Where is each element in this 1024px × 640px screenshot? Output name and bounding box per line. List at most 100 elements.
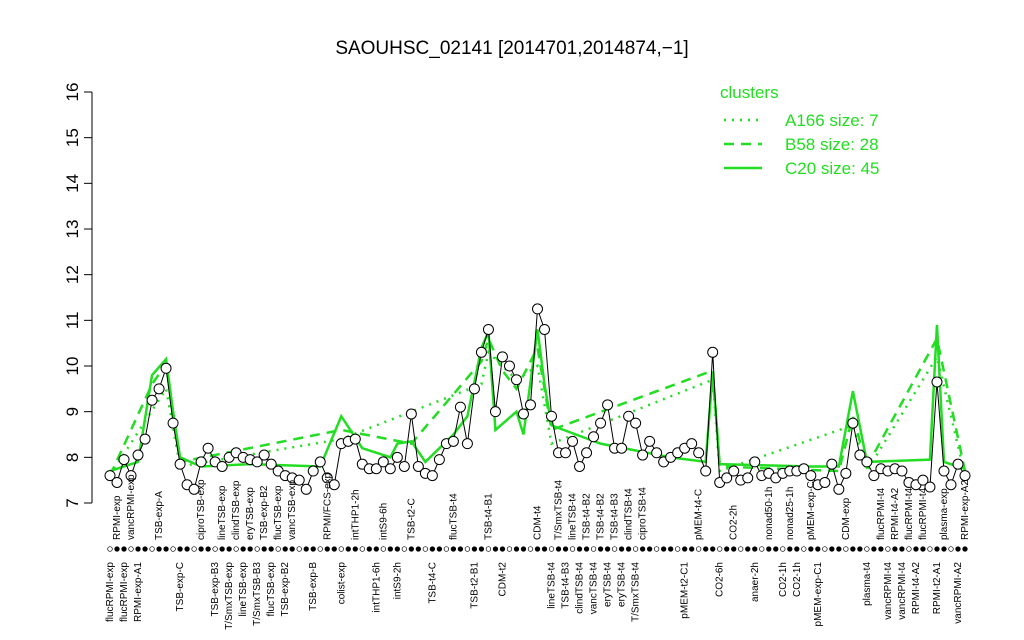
cluster-dot	[955, 546, 961, 552]
cluster-dot	[163, 546, 169, 552]
cluster-dot	[892, 546, 898, 552]
cluster-dot	[296, 546, 302, 552]
data-point	[602, 399, 614, 411]
y-tick-label: 14	[63, 174, 82, 193]
cluster-dot	[261, 546, 267, 552]
data-point	[510, 374, 522, 386]
legend-label: B58 size: 28	[785, 135, 879, 154]
data-point	[307, 465, 319, 477]
data-point	[328, 479, 340, 491]
cluster-dot	[885, 546, 891, 552]
x-tick-label: T/SmxTSB-B3	[252, 562, 263, 626]
cluster-dot	[177, 546, 183, 552]
data-point	[896, 465, 908, 477]
cluster-dot	[660, 546, 667, 552]
cluster-dot	[653, 546, 660, 552]
cluster-dot	[576, 546, 583, 552]
cluster-dot	[345, 546, 351, 552]
cluster-dot	[275, 546, 281, 552]
data-point	[174, 458, 186, 470]
cluster-dot	[471, 546, 478, 552]
data-point	[931, 376, 943, 388]
x-tick-label: ciproTSB-exp	[196, 479, 207, 540]
cluster-dot	[149, 546, 155, 552]
cluster-dot	[310, 546, 316, 552]
data-point	[398, 460, 410, 472]
x-tick-label: vancTSB-exp	[287, 480, 298, 540]
cluster-dot	[815, 546, 821, 552]
data-point	[167, 417, 179, 429]
x-tick-label: TSB-exp-C	[175, 562, 186, 611]
x-tick-label: flucTSB-exp	[273, 485, 284, 540]
cluster-dot	[794, 546, 800, 552]
legend-label: C20 size: 45	[785, 159, 880, 178]
cluster-dot	[724, 546, 730, 552]
data-point	[412, 460, 424, 472]
y-tick-label: 9	[63, 407, 82, 416]
x-tick-label: T/SmxTSB-t4	[631, 562, 642, 622]
cluster-dot	[632, 546, 639, 552]
cluster-dot	[731, 546, 737, 552]
cluster-dot	[254, 546, 260, 552]
data-point	[924, 481, 936, 493]
data-point	[532, 303, 543, 315]
cluster-dot	[219, 546, 225, 552]
data-point	[595, 417, 607, 429]
cluster-dot	[359, 546, 365, 552]
cluster-dot	[520, 546, 527, 552]
data-point	[700, 465, 712, 477]
data-point	[216, 460, 228, 472]
cluster-line	[108, 349, 967, 477]
x-tick-label: TSB-t4-B2	[582, 493, 593, 540]
data-point	[854, 449, 866, 461]
x-tick-label: TSB-exp-B	[308, 562, 319, 611]
cluster-dot	[282, 546, 288, 552]
cluster-dot	[787, 546, 793, 552]
cluster-dot	[752, 546, 758, 552]
cluster-dot	[212, 546, 218, 552]
cluster-dot	[843, 546, 849, 552]
data-point	[826, 458, 838, 470]
x-tick-label: CDM-exp	[841, 497, 852, 540]
cluster-dot	[696, 546, 702, 552]
x-tick-label: pMEM-t4-C	[694, 489, 705, 540]
cluster-dot	[766, 546, 772, 552]
data-point	[188, 483, 200, 495]
cluster-dot	[562, 546, 569, 552]
data-point	[742, 472, 754, 484]
data-point	[567, 435, 579, 447]
cluster-dot	[233, 546, 239, 552]
y-tick-label: 7	[63, 498, 82, 507]
cluster-dot	[583, 546, 590, 552]
cluster-dot	[366, 546, 372, 552]
x-tick-label: RPMI/FCS-exp	[322, 472, 333, 540]
data-point	[258, 449, 270, 461]
data-point	[251, 456, 263, 468]
x-tick-label: vancRPMI-exp	[126, 474, 137, 540]
x-tick-label: vancRPMI-t4	[897, 562, 908, 620]
data-point	[454, 401, 466, 413]
x-tick-label: TSB-t4-B3	[561, 562, 572, 609]
y-tick-label: 11	[63, 312, 82, 330]
x-tick-label: nonad25-1h	[785, 487, 796, 540]
y-tick-label: 8	[63, 453, 82, 462]
x-tick-label: CO2-6h	[715, 562, 726, 597]
x-tick-label: TSB-t2-C	[406, 498, 417, 540]
data-point	[104, 470, 116, 482]
cluster-dot	[107, 546, 113, 552]
cluster-dot	[156, 546, 162, 552]
x-tick-label: TSB-t2-B1	[469, 562, 480, 609]
x-tick-label: clindTSB-t4	[624, 488, 635, 540]
cluster-dot	[569, 546, 576, 552]
data-point	[938, 465, 950, 477]
x-tick-label: TSB-exp-B3	[210, 562, 221, 617]
cluster-dot	[303, 546, 309, 552]
x-tick-label: TSB-t4-C	[427, 562, 438, 604]
data-point	[139, 433, 151, 445]
data-point	[489, 406, 501, 418]
x-tick-label: T/SmxTSB-exp	[224, 562, 235, 630]
cluster-dot	[703, 546, 709, 552]
cluster-dot	[338, 546, 344, 552]
data-point	[574, 460, 586, 472]
x-tick-label: CDM-t2	[497, 562, 508, 597]
